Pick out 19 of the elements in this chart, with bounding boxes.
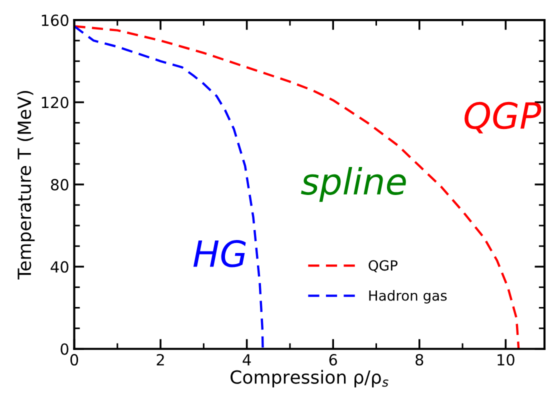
x-tick-label: 10	[498, 354, 514, 366]
annotation: spline	[301, 166, 406, 202]
x-tick-label: 4	[242, 354, 251, 366]
x-tick-label: 0	[70, 354, 78, 366]
x-axis-title: Compression ρ/ρ$_{s}$	[230, 370, 388, 388]
annotation: QGP	[464, 102, 542, 134]
y-tick-label: 0	[60, 343, 68, 355]
annotation: HG	[193, 240, 246, 268]
y-tick-label: 40	[50, 261, 68, 273]
y-axis-title: Temperature T (MeV)	[17, 91, 35, 280]
legend-label: Hadron gas	[369, 290, 447, 304]
y-tick-label: 120	[42, 96, 68, 108]
x-tick-label: 8	[416, 354, 424, 366]
legend-label: QGP	[368, 260, 398, 272]
y-tick-label: 80	[50, 178, 68, 190]
x-tick-label: 2	[156, 354, 164, 366]
y-tick-label: 160	[42, 14, 68, 26]
line-series	[74, 25, 264, 349]
x-tick-label: 6	[329, 354, 337, 366]
